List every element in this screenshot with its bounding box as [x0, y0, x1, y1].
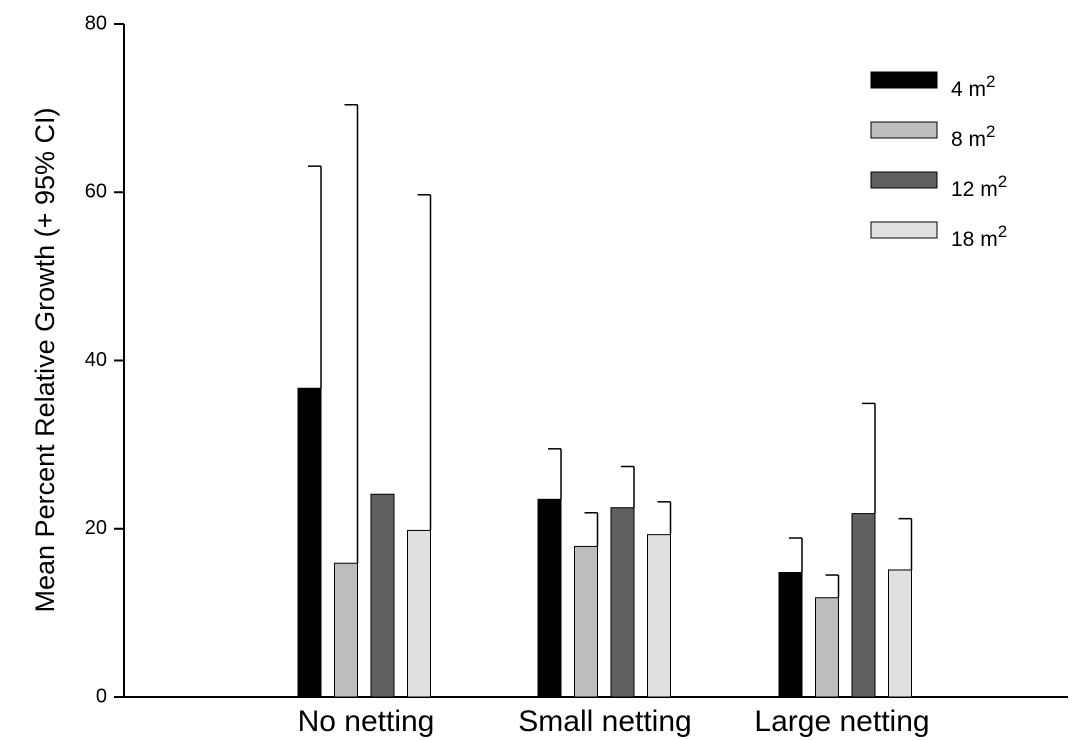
- legend-label-superscript: 2: [998, 222, 1007, 241]
- category-labels: No netting Small netting Large netting: [298, 705, 930, 738]
- y-axis-title: Mean Percent Relative Growth (+ 95% CI): [30, 108, 60, 613]
- legend-label-text: 8 m: [951, 128, 986, 151]
- category-label: Small netting: [518, 705, 691, 738]
- legend-label-superscript: 2: [998, 172, 1007, 191]
- error-bars: [308, 104, 913, 598]
- y-tick-label: 80: [85, 12, 107, 34]
- y-tick-label: 0: [96, 685, 107, 707]
- bar: [778, 571, 803, 698]
- bar: [574, 545, 598, 698]
- bar: [407, 529, 431, 698]
- y-tick-label: 60: [85, 181, 107, 203]
- bar: [851, 513, 876, 698]
- bar: [370, 493, 395, 698]
- legend-label: 18 m2: [951, 222, 1007, 251]
- legend-swatch: [870, 221, 938, 239]
- legend-swatch: [870, 171, 938, 189]
- legend-label-text: 12 m: [951, 178, 998, 201]
- legend-label: 8 m2: [951, 122, 995, 151]
- legend-swatch: [870, 121, 938, 139]
- legend-label-text: 4 m: [951, 78, 986, 101]
- category-label: Large netting: [754, 705, 929, 738]
- legend-label-superscript: 2: [986, 122, 995, 141]
- bars: [297, 387, 912, 698]
- legend-label: 4 m2: [951, 72, 995, 101]
- bar: [334, 562, 358, 698]
- y-tick-label: 40: [85, 349, 107, 371]
- legend-label-superscript: 2: [986, 72, 995, 91]
- bar: [888, 569, 912, 698]
- bar: [610, 507, 635, 698]
- legend-label: 12 m2: [951, 172, 1007, 201]
- bar: [537, 498, 562, 698]
- y-ticks: 0 20 40 60 80: [85, 12, 124, 707]
- legend-swatch: [870, 71, 938, 89]
- category-label: No netting: [298, 705, 435, 738]
- bar: [297, 387, 322, 698]
- bar: [647, 534, 671, 698]
- legend-label-text: 18 m: [951, 228, 998, 251]
- bar: [815, 597, 839, 698]
- y-tick-label: 20: [85, 517, 107, 539]
